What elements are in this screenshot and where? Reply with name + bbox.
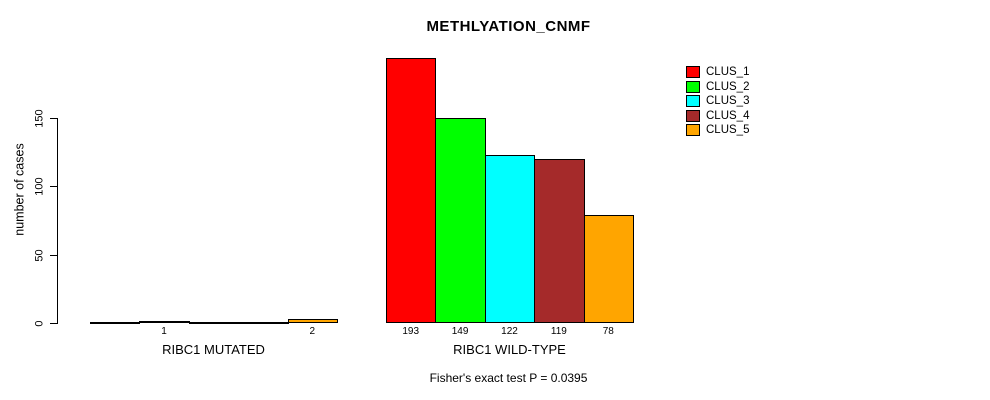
bar-ribc1-mutated-clus_1 bbox=[90, 322, 141, 324]
chart-title: METHLYATION_CNMF bbox=[426, 18, 591, 35]
legend-label: CLUS_1 bbox=[706, 66, 750, 78]
legend-item-clus_1: CLUS_1 bbox=[686, 66, 749, 78]
x-axis-group-label: RIBC1 WILD-TYPE bbox=[453, 342, 566, 357]
legend-swatch-icon bbox=[686, 124, 700, 137]
bar-value-label: 122 bbox=[501, 325, 518, 337]
bar-ribc1-mutated-clus_4 bbox=[238, 322, 289, 324]
bar-ribc1-wild-type-clus_5 bbox=[583, 215, 634, 323]
y-axis-tick bbox=[50, 118, 57, 119]
bar-value-label: 193 bbox=[402, 325, 420, 337]
bar-ribc1-wild-type-clus_2 bbox=[435, 118, 486, 323]
legend-swatch-icon bbox=[686, 95, 700, 108]
y-axis-tick-label: 100 bbox=[33, 177, 46, 197]
legend-label: CLUS_5 bbox=[706, 124, 750, 137]
bar-ribc1-wild-type-clus_4 bbox=[534, 159, 585, 323]
bar-ribc1-mutated-clus_3 bbox=[188, 322, 240, 324]
legend-swatch-icon bbox=[686, 66, 700, 78]
bar-ribc1-wild-type-clus_3 bbox=[484, 155, 536, 323]
bar-ribc1-mutated-clus_5 bbox=[287, 319, 338, 323]
legend: CLUS_1 CLUS_2 CLUS_3 CLUS_4 CLUS_5 bbox=[686, 66, 749, 139]
y-axis-tick-label: 150 bbox=[33, 109, 46, 128]
bar-value-label: 119 bbox=[550, 325, 567, 337]
y-axis-tick-label: 0 bbox=[33, 320, 46, 327]
bar-ribc1-wild-type-clus_1 bbox=[386, 58, 437, 323]
y-axis-line bbox=[57, 118, 58, 324]
legend-swatch-icon bbox=[686, 80, 700, 93]
legend-item-clus_2: CLUS_2 bbox=[686, 80, 750, 93]
y-axis-tick bbox=[50, 323, 57, 324]
bar-value-label: 2 bbox=[309, 325, 316, 337]
legend-swatch-icon bbox=[686, 109, 700, 122]
legend-item-clus_5: CLUS_5 bbox=[686, 124, 750, 137]
bar-value-label: 149 bbox=[451, 325, 469, 337]
legend-label: CLUS_3 bbox=[706, 95, 750, 108]
legend-label: CLUS_4 bbox=[706, 109, 750, 122]
y-axis-tick-label: 50 bbox=[33, 249, 46, 262]
legend-item-clus_4: CLUS_4 bbox=[686, 109, 750, 122]
legend-item-clus_3: CLUS_3 bbox=[686, 95, 750, 108]
bar-ribc1-mutated-clus_2 bbox=[139, 321, 190, 323]
x-axis-group-label: RIBC1 MUTATED bbox=[162, 342, 265, 357]
y-axis-tick bbox=[50, 186, 57, 188]
y-axis-tick bbox=[50, 254, 57, 256]
bar-value-label: 1 bbox=[161, 325, 167, 337]
legend-label: CLUS_2 bbox=[706, 80, 750, 93]
fisher-test-annotation: Fisher's exact test P = 0.0395 bbox=[429, 371, 588, 385]
bar-value-label: 78 bbox=[602, 325, 614, 337]
